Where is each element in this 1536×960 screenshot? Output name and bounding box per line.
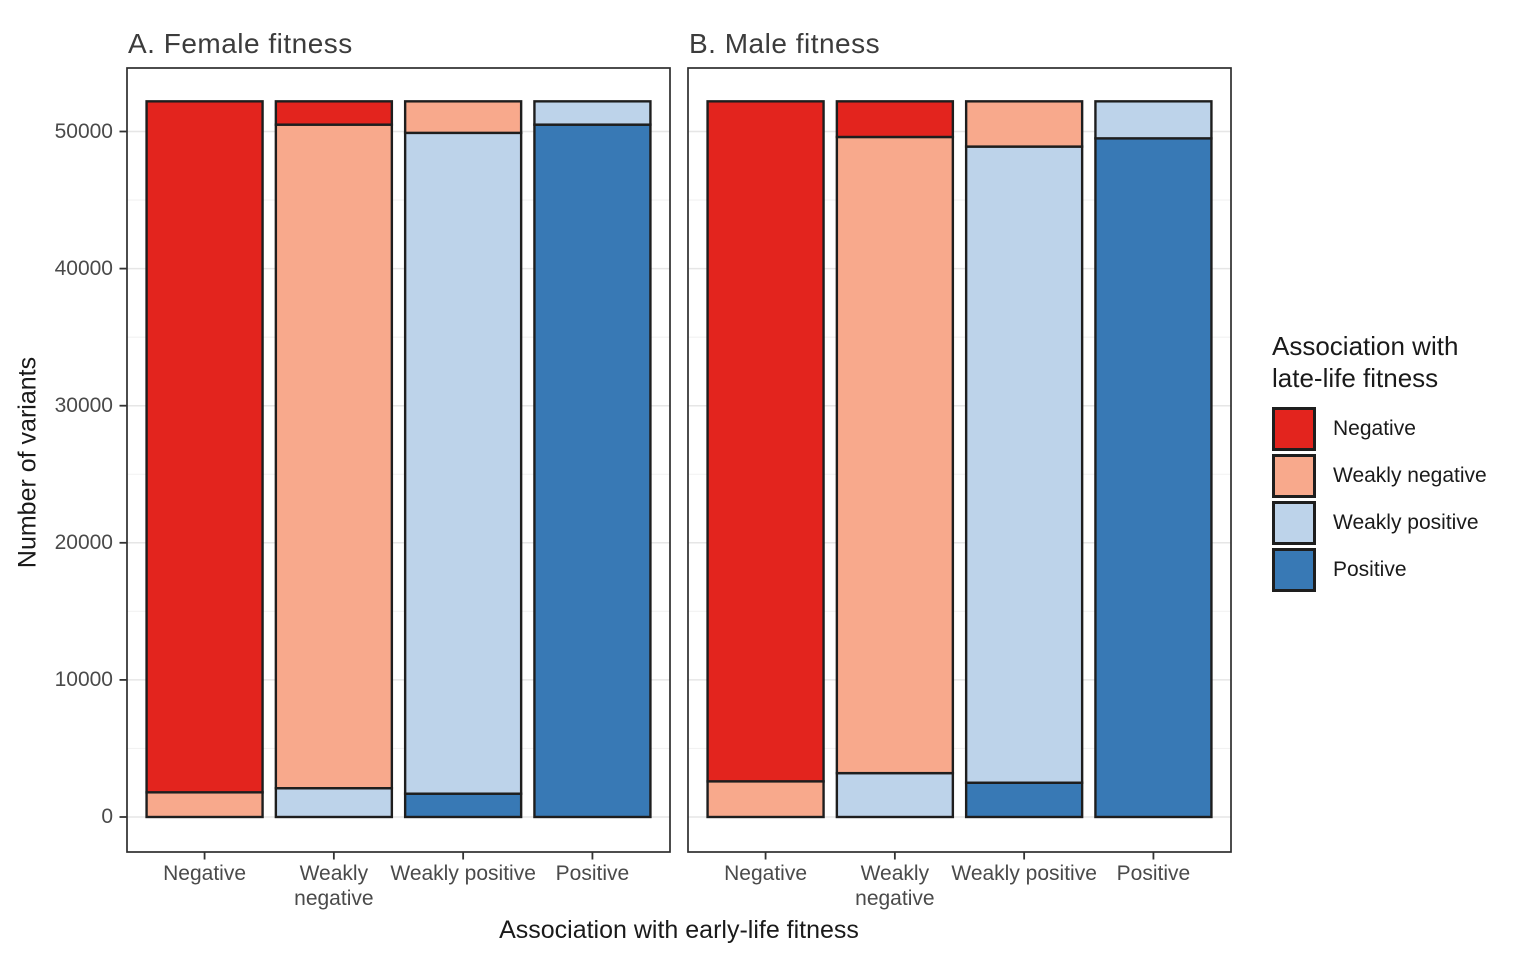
panel-border — [126, 67, 671, 853]
x-axis-title: Association with early-life fitness — [499, 916, 859, 944]
y-tick-label: 50000 — [54, 119, 113, 143]
legend-item-weakly-negative: Weakly negative — [1272, 454, 1532, 498]
y-tick-label: 20000 — [54, 530, 113, 554]
y-tick-label: 10000 — [54, 667, 113, 691]
x-tick-label: Weakly positive — [390, 862, 536, 885]
bar-segment-female-3-weakly-positive — [533, 100, 652, 126]
x-tick-label: Negative — [163, 862, 246, 885]
panel-border — [687, 67, 1232, 853]
bar-segment-female-0-weakly-negative — [145, 791, 264, 819]
legend-item-positive: Positive — [1272, 548, 1532, 592]
legend-key-negative — [1272, 407, 1316, 451]
bar-segment-male-0-weakly-negative — [706, 780, 825, 819]
bar-segment-female-1-negative — [274, 100, 394, 126]
bar-segment-male-1-negative — [835, 100, 955, 139]
bar-segment-male-3-positive — [1094, 137, 1213, 819]
legend-key-weakly-positive — [1272, 501, 1316, 545]
bar-segment-female-2-weakly-negative — [403, 100, 523, 135]
legend: Association with late-life fitness Negat… — [1272, 330, 1532, 595]
legend-label-negative: Negative — [1333, 417, 1416, 440]
y-tick-label: 30000 — [54, 393, 113, 417]
bar-segment-male-0-negative — [706, 100, 825, 783]
bar-segment-male-1-weakly-positive — [835, 771, 955, 819]
bar-segment-female-2-weakly-positive — [403, 131, 523, 795]
legend-key-weakly-negative — [1272, 454, 1316, 498]
x-tick-label: Weakly positive — [951, 862, 1097, 885]
bar-segment-female-1-weakly-positive — [274, 787, 394, 819]
bar-segment-male-2-positive — [964, 781, 1084, 819]
legend-key-positive — [1272, 548, 1316, 592]
x-tick-label: Weakly negative — [855, 862, 935, 910]
bar-segment-male-1-weakly-negative — [835, 135, 955, 775]
bar-segment-female-0-negative — [145, 100, 264, 794]
y-tick-label: 0 — [101, 805, 113, 828]
legend-label-positive: Positive — [1333, 558, 1407, 581]
legend-item-negative: Negative — [1272, 407, 1532, 451]
legend-label-weakly-negative: Weakly negative — [1333, 464, 1487, 487]
legend-item-weakly-positive: Weakly positive — [1272, 501, 1532, 545]
legend-title: Association with late-life fitness — [1272, 331, 1459, 393]
panel-a-title: A. Female fitness — [128, 28, 353, 59]
x-tick-label: Positive — [1116, 862, 1191, 885]
legend-label-weakly-positive: Weakly positive — [1333, 511, 1479, 534]
x-tick-label: Negative — [724, 862, 807, 885]
bar-segment-female-3-positive — [533, 123, 652, 819]
bar-segment-female-2-positive — [403, 792, 523, 819]
x-tick-label: Weakly negative — [294, 862, 374, 910]
x-tick-label: Positive — [555, 862, 630, 885]
panel-b-title: B. Male fitness — [689, 28, 881, 59]
bar-segment-male-2-weakly-negative — [964, 100, 1084, 148]
bar-segment-male-2-weakly-positive — [964, 145, 1084, 784]
bar-segment-female-1-weakly-negative — [274, 123, 394, 790]
bar-segment-male-3-weakly-positive — [1094, 100, 1213, 140]
y-tick-label: 40000 — [54, 256, 113, 280]
